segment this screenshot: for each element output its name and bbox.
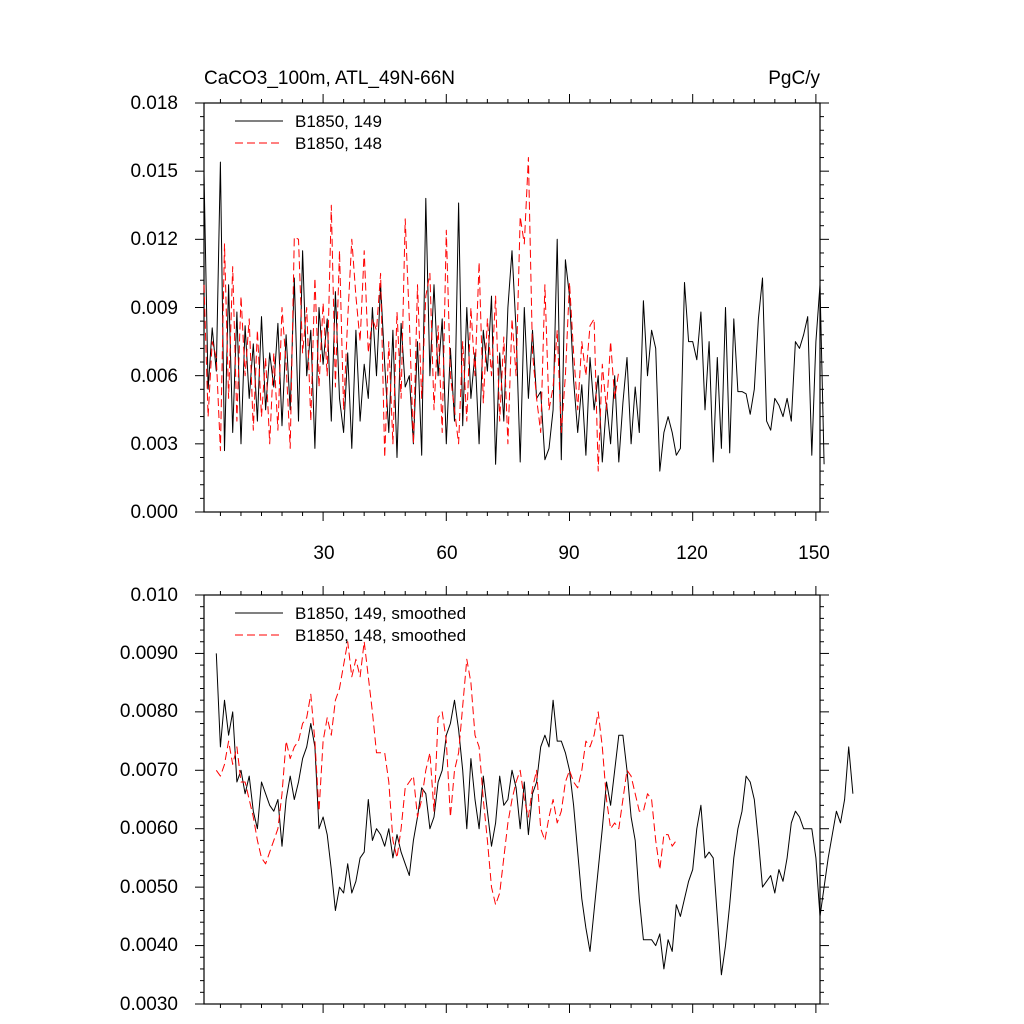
top-x-tick-label-30: 30 xyxy=(313,543,334,564)
top-y-tick-label-1: 0.003 xyxy=(130,434,178,455)
bottom-y-tick-label-7: 0.010 xyxy=(130,585,178,606)
chart-title: CaCO3_100m, ATL_49N-66N xyxy=(204,68,455,89)
bottom-legend-label-149: B1850, 149, smoothed xyxy=(295,604,466,623)
bottom-y-tick-label-1: 0.0040 xyxy=(120,935,178,956)
bottom-panel: 0.0030 0.0040 0.0050 0.0060 0.0070 0.008… xyxy=(120,585,854,1015)
bottom-series-line-148 xyxy=(215,641,677,906)
top-x-tick-label-90: 90 xyxy=(558,543,579,564)
bottom-series-group xyxy=(215,641,854,976)
top-y-tick-labels: 0.000 0.003 0.006 0.009 0.012 0.015 0.01… xyxy=(130,93,178,523)
top-y-tick-label-4: 0.012 xyxy=(130,229,178,250)
top-y-tick-label-0: 0.000 xyxy=(130,502,178,523)
bottom-plot-frame xyxy=(203,594,821,1005)
bottom-series-line-149 xyxy=(215,653,854,976)
top-legend-label-149: B1850, 149 xyxy=(295,112,382,131)
top-y-tick-label-2: 0.006 xyxy=(130,366,178,387)
bottom-y-tick-label-4: 0.0070 xyxy=(120,760,178,781)
top-series-line-149 xyxy=(203,161,825,472)
top-x-tick-label-120: 120 xyxy=(676,543,708,564)
top-legend: B1850, 149 B1850, 148 xyxy=(235,112,382,153)
bottom-legend: B1850, 149, smoothed B1850, 148, smoothe… xyxy=(235,604,466,645)
top-plot-frame xyxy=(203,102,821,513)
top-x-tick-label-150: 150 xyxy=(798,543,830,564)
top-ticks xyxy=(195,94,829,521)
bottom-y-tick-labels: 0.0030 0.0040 0.0050 0.0060 0.0070 0.008… xyxy=(120,585,178,1015)
top-x-tick-labels: 30 60 90 120 150 xyxy=(313,543,829,564)
top-series-line-148 xyxy=(203,157,620,472)
top-y-tick-label-6: 0.018 xyxy=(130,93,178,114)
top-panel: CaCO3_100m, ATL_49N-66N PgC/y 0.000 0.00… xyxy=(130,68,829,564)
top-series-group xyxy=(203,157,825,472)
bottom-y-tick-label-2: 0.0050 xyxy=(120,877,178,898)
bottom-y-tick-label-6: 0.0090 xyxy=(120,643,178,664)
bottom-legend-label-148: B1850, 148, smoothed xyxy=(295,626,466,645)
bottom-y-tick-label-3: 0.0060 xyxy=(120,818,178,839)
bottom-y-tick-label-0: 0.0030 xyxy=(120,994,178,1015)
top-x-tick-label-60: 60 xyxy=(436,543,457,564)
bottom-y-tick-label-5: 0.0080 xyxy=(120,701,178,722)
top-y-tick-label-5: 0.015 xyxy=(130,161,178,182)
bottom-ticks xyxy=(195,586,829,1013)
top-y-tick-label-3: 0.009 xyxy=(130,298,178,319)
units-label: PgC/y xyxy=(768,68,820,89)
top-legend-label-148: B1850, 148 xyxy=(295,134,382,153)
